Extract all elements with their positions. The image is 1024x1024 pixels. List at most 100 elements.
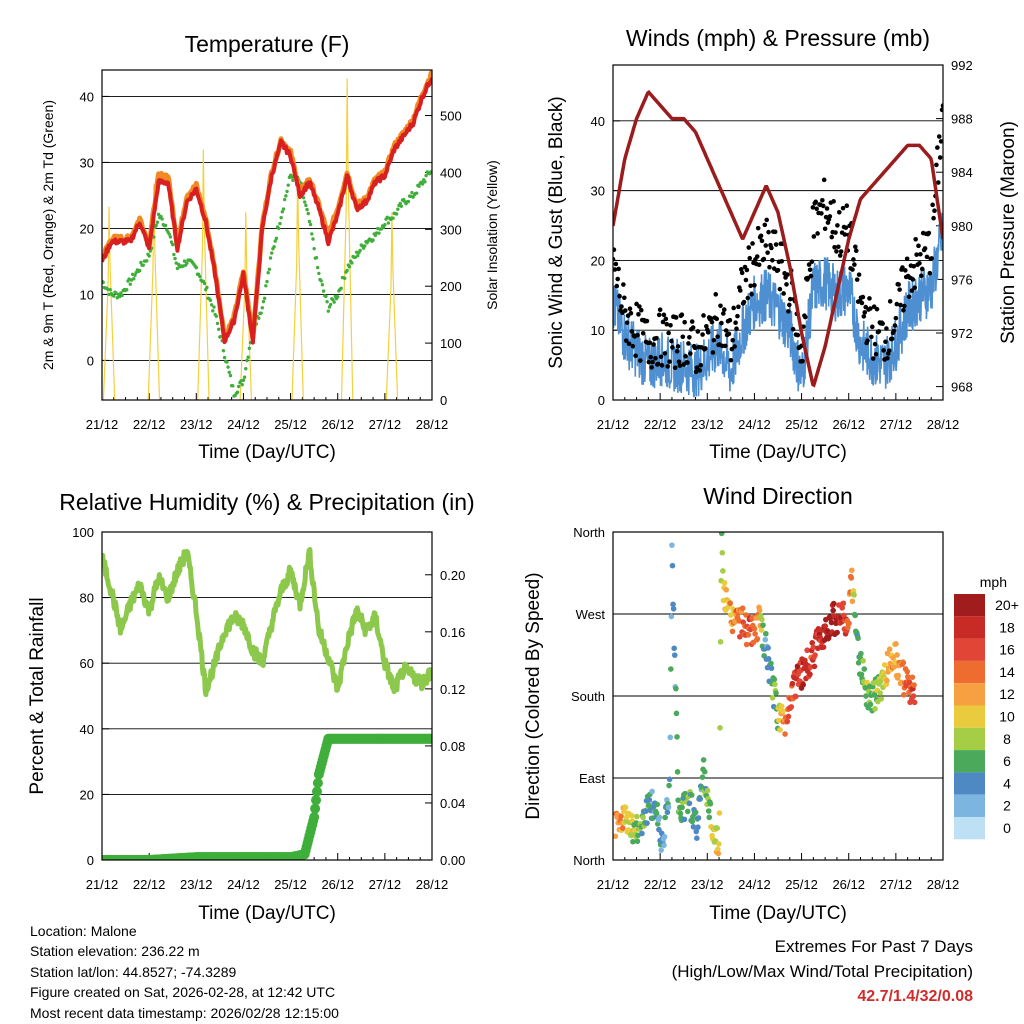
dewpoint-point: [379, 227, 384, 231]
x-tick-label: 23/12: [691, 877, 724, 892]
gust-point: [803, 314, 808, 320]
wind-direction-point: [773, 690, 779, 696]
wind-direction-point: [720, 568, 726, 574]
dewpoint-point: [228, 373, 233, 378]
x-tick-label: 25/12: [785, 877, 818, 892]
x-tick-label: 23/12: [180, 417, 213, 432]
wind-direction-point: [715, 850, 722, 857]
gust-point: [746, 245, 752, 250]
y-axis-label: Percent & Total Rainfall: [27, 597, 48, 794]
gust-point: [811, 234, 817, 239]
dewpoint-point: [172, 252, 176, 257]
x-tick-label: 26/12: [321, 417, 354, 432]
gust-point: [850, 267, 855, 272]
gust-point: [694, 365, 700, 370]
y-tick-label: 10: [80, 287, 94, 302]
gust-point: [622, 295, 627, 301]
wind-direction-point: [714, 825, 720, 831]
gust-point: [927, 270, 933, 276]
dewpoint-point: [262, 296, 267, 300]
wind-direction-point: [718, 532, 725, 537]
dewpoint-point: [194, 265, 198, 270]
wind-direction-point: [673, 710, 680, 717]
gust-point: [892, 323, 898, 328]
gust-point: [832, 244, 837, 250]
y-tick-label: 40: [80, 89, 94, 104]
gust-point: [675, 344, 681, 349]
x-tick-label: 24/12: [227, 877, 260, 892]
wind-direction-point: [630, 838, 636, 845]
wind-direction-point: [877, 678, 884, 685]
legend-swatch: [954, 794, 985, 817]
legend-title: mph: [980, 574, 1007, 590]
gust-point: [867, 296, 872, 301]
dewpoint-point: [185, 261, 189, 265]
created-text: Figure created on Sat, 2026-02-28, at 12…: [30, 984, 336, 1001]
wind-direction-point: [894, 652, 900, 658]
x-tick-label: 27/12: [880, 877, 913, 892]
wind-direction-point: [727, 600, 733, 607]
dewpoint-point: [377, 231, 381, 235]
gust-point: [750, 241, 755, 246]
wind-direction-point: [849, 598, 856, 605]
wind-direction-point: [739, 605, 746, 612]
gust-point: [787, 302, 792, 308]
wind-direction-point: [684, 808, 691, 815]
y-tick-label: 30: [80, 155, 94, 170]
dewpoint-point: [305, 207, 309, 212]
gust-point: [898, 302, 903, 308]
wind-direction-point: [695, 815, 702, 821]
wind-direction-point: [656, 814, 663, 821]
dewpoint-point: [167, 232, 171, 236]
dewpoint-point: [356, 253, 360, 258]
location-text: Location: Malone: [30, 923, 137, 939]
wind-direction-point: [679, 799, 686, 806]
gust-point: [679, 312, 685, 318]
wind-direction-point: [674, 734, 680, 740]
gust-point: [649, 365, 654, 370]
wind-direction-point: [666, 776, 673, 783]
solar-insolation-line: [385, 212, 399, 400]
gust-point: [759, 238, 765, 244]
dewpoint-point: [120, 293, 124, 298]
gust-point: [754, 254, 760, 259]
legend-label: 10: [999, 709, 1015, 725]
gust-point: [630, 343, 636, 349]
wind-direction-point: [654, 801, 661, 808]
gust-point: [869, 324, 875, 330]
dewpoint-point: [240, 382, 244, 387]
wind-direction-point: [780, 708, 786, 715]
dewpoint-point: [171, 242, 175, 247]
dewpoint-point: [310, 232, 314, 236]
gust-point: [912, 285, 918, 290]
gust-point: [730, 337, 736, 343]
wind-direction-point: [673, 685, 679, 692]
wind-direction-point: [800, 681, 806, 688]
gust-point: [743, 277, 749, 283]
wind-direction-point: [667, 666, 674, 672]
wind-direction-point: [852, 612, 859, 619]
dewpoint-point: [424, 173, 428, 178]
wind-direction-point: [769, 695, 776, 701]
legend-swatch: [954, 727, 985, 751]
dewpoint-point: [429, 170, 432, 174]
dewpoint-point: [227, 370, 231, 375]
gust-point: [745, 295, 751, 301]
dewpoint-point: [332, 300, 336, 304]
x-tick-label: 22/12: [644, 877, 677, 892]
dewpoint-point: [282, 197, 287, 202]
relative-humidity-line: [102, 547, 432, 698]
wind-direction-point: [867, 701, 874, 708]
x-axis-label: Time (Day/UTC): [198, 442, 336, 463]
gust-point: [911, 264, 917, 269]
gust-point: [613, 261, 619, 267]
legend-swatch: [954, 817, 985, 840]
gust-point: [658, 354, 664, 360]
gust-point: [708, 316, 714, 321]
legend-swatch: [954, 705, 985, 728]
dewpoint-point: [315, 265, 320, 270]
x-tick-label: 27/12: [369, 417, 402, 432]
gust-point: [615, 276, 621, 282]
wind-direction-point: [670, 605, 677, 612]
wind-direction-point: [909, 674, 916, 681]
